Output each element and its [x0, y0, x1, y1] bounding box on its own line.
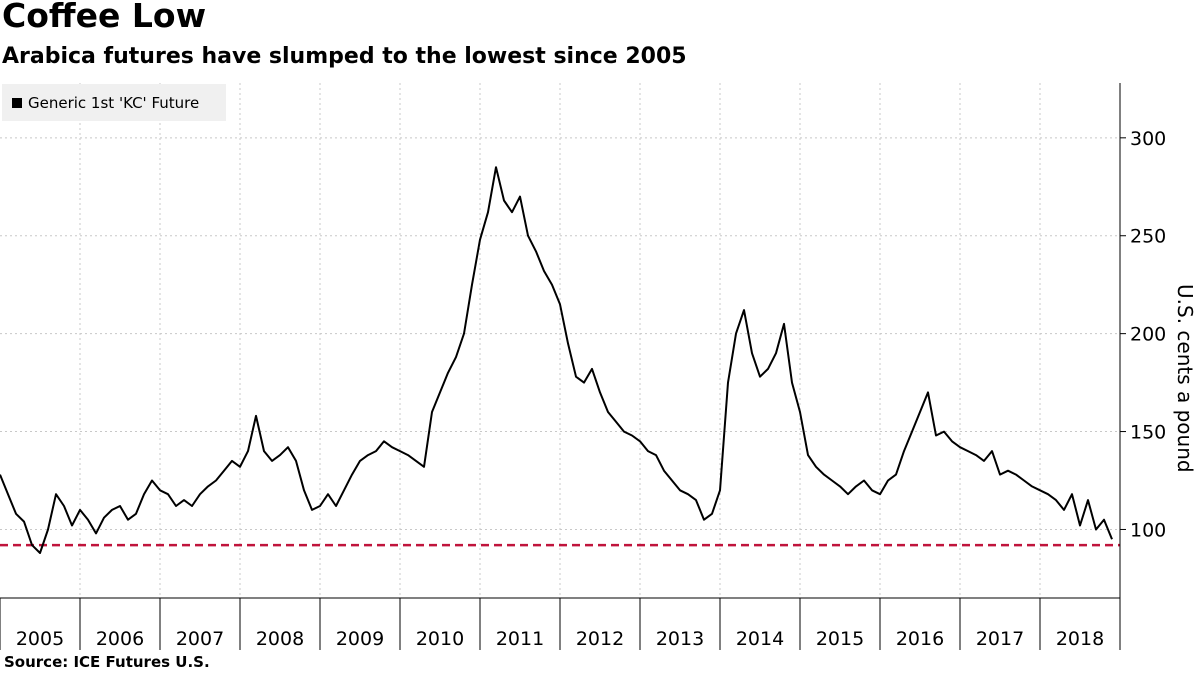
x-tick-label: 2018	[1056, 628, 1104, 650]
x-tick-label: 2013	[656, 628, 704, 650]
series-line	[0, 166, 1113, 554]
y-tick-label: 250	[1130, 226, 1166, 248]
y-tick-labels: 100 150 200 250 300	[1130, 128, 1166, 542]
y-tick-label: 200	[1130, 324, 1166, 346]
chart-title: Coffee Low	[2, 0, 207, 35]
x-tick-label: 2014	[736, 628, 784, 650]
x-tick-label: 2010	[416, 628, 464, 650]
legend-swatch-icon	[12, 97, 22, 108]
y-axis-label: U.S. cents a pound	[1173, 284, 1197, 473]
x-tick-label: 2005	[16, 628, 64, 650]
x-tick-label: 2016	[896, 628, 944, 650]
legend: Generic 1st 'KC' Future	[2, 84, 226, 121]
y-tick-label: 100	[1130, 519, 1166, 541]
x-tick-label: 2012	[576, 628, 624, 650]
source-note: Source: ICE Futures U.S.	[4, 653, 210, 671]
axes	[0, 83, 1126, 650]
legend-label: Generic 1st 'KC' Future	[28, 93, 200, 112]
x-tick-label: 2011	[496, 628, 544, 650]
x-tick-labels: 2005 2006 2007 2008 2009 2010 2011 2012 2013 2014…	[16, 628, 1104, 650]
series-layer	[0, 166, 1113, 554]
x-tick-label: 2017	[976, 628, 1024, 650]
x-tick-label: 2008	[256, 628, 304, 650]
x-tick-label: 2009	[336, 628, 384, 650]
y-tick-label: 300	[1130, 128, 1166, 150]
y-tick-label: 150	[1130, 422, 1166, 444]
grid-lines	[0, 83, 1120, 598]
x-tick-label: 2006	[96, 628, 144, 650]
x-tick-label: 2015	[816, 628, 864, 650]
chart-subtitle: Arabica futures have slumped to the lowe…	[2, 44, 687, 69]
x-tick-label: 2007	[176, 628, 224, 650]
